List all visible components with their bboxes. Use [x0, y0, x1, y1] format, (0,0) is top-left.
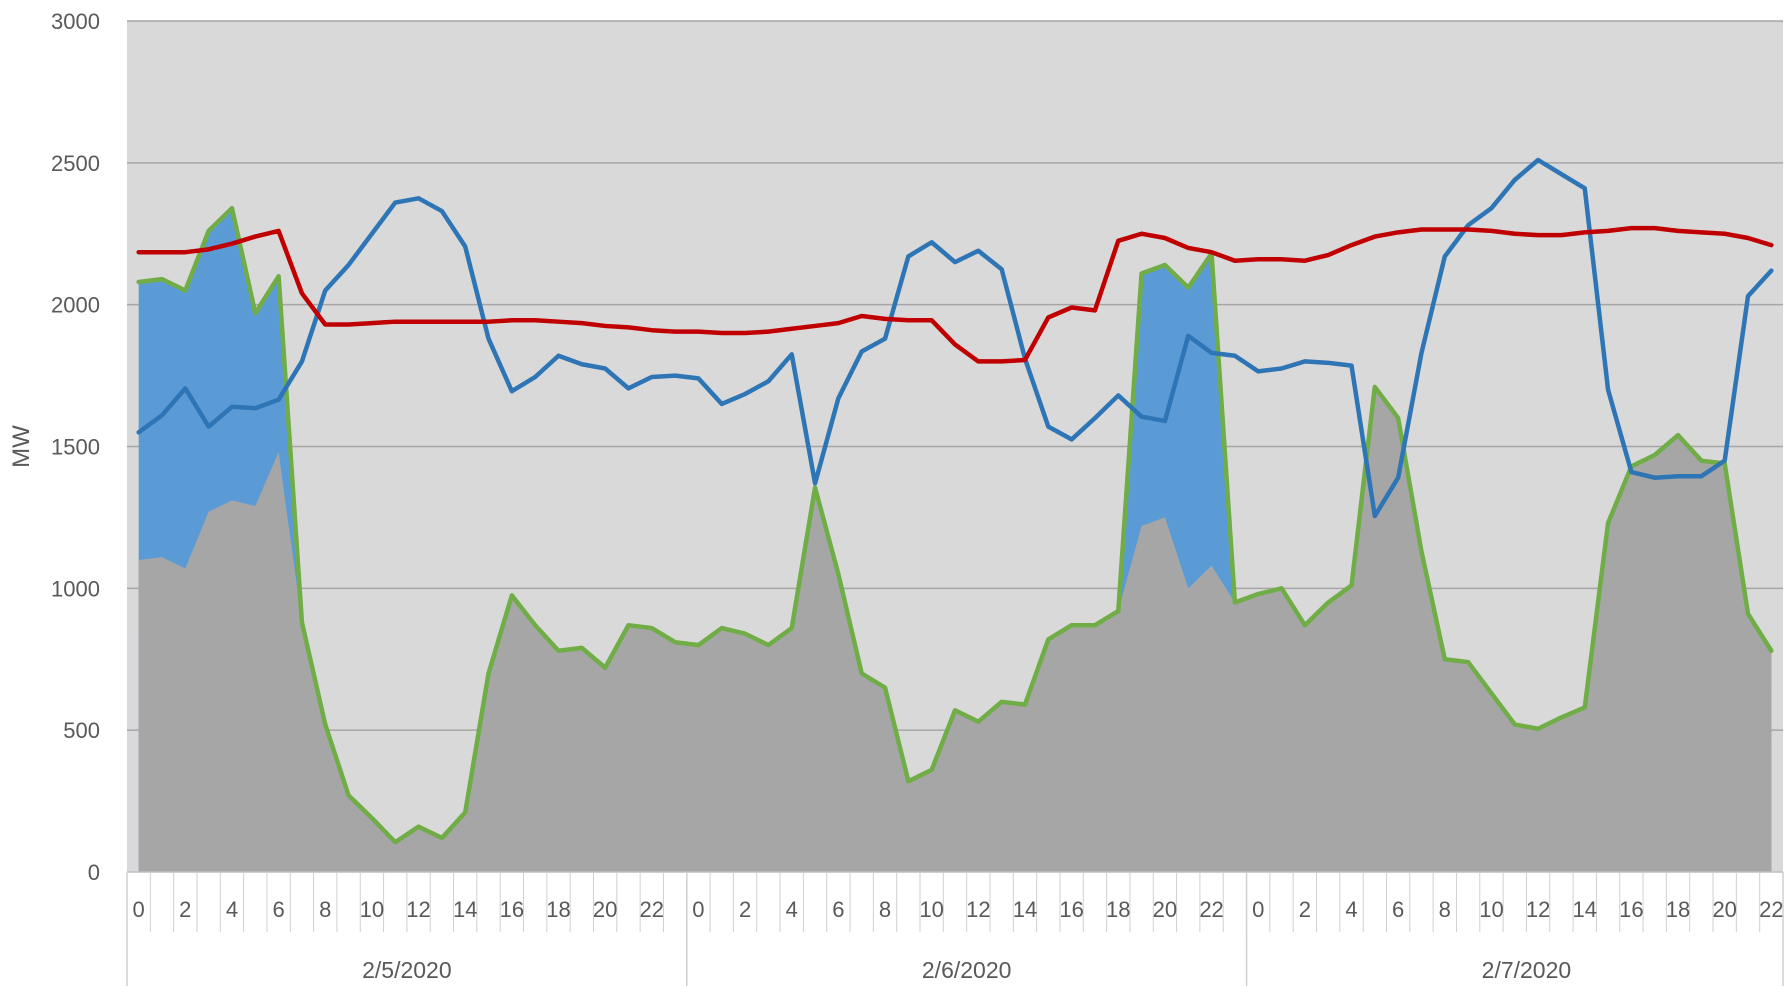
x-hour-label: 14 [453, 897, 477, 922]
line-series-0 [136, 205, 1774, 845]
x-date-label: 2/5/2020 [362, 957, 452, 983]
line-series-1 [136, 157, 1774, 519]
y-tick-label: 1000 [51, 576, 100, 601]
x-hour-label: 4 [1345, 897, 1357, 922]
x-hour-label: 16 [1619, 897, 1643, 922]
x-hour-label: 20 [593, 897, 617, 922]
x-hour-label: 0 [1252, 897, 1264, 922]
x-hour-label: 2 [179, 897, 191, 922]
x-hour-label: 4 [226, 897, 238, 922]
x-hour-label: 2 [1299, 897, 1311, 922]
area-series-1 [138, 386, 1772, 872]
y-tick-label: 500 [63, 718, 100, 743]
x-hour-label: 12 [1526, 897, 1550, 922]
x-hour-label: 18 [1106, 897, 1130, 922]
x-hour-label: 22 [640, 897, 664, 922]
y-tick-label: 0 [88, 860, 100, 885]
x-hour-label: 16 [1059, 897, 1083, 922]
x-hour-label: 20 [1712, 897, 1736, 922]
y-tick-label: 2000 [51, 293, 100, 318]
line-series-layer [136, 157, 1774, 845]
x-hour-label: 22 [1759, 897, 1783, 922]
y-tick-label: 2500 [51, 151, 100, 176]
x-hour-label: 12 [406, 897, 430, 922]
x-hour-label: 10 [919, 897, 943, 922]
x-hour-label: 22 [1199, 897, 1223, 922]
x-hour-label: 0 [133, 897, 145, 922]
x-hour-label: 0 [692, 897, 704, 922]
x-hour-label: 14 [1573, 897, 1597, 922]
line-series-2 [136, 225, 1774, 364]
x-hour-label: 10 [360, 897, 384, 922]
x-hour-label: 14 [1013, 897, 1037, 922]
x-hour-label: 8 [319, 897, 331, 922]
x-hour-label: 4 [786, 897, 798, 922]
x-date-label: 2/7/2020 [1482, 957, 1572, 983]
x-hour-label: 6 [832, 897, 844, 922]
y-tick-label: 3000 [51, 9, 100, 34]
gridlines [127, 20, 1783, 731]
x-hour-label: 8 [879, 897, 891, 922]
x-hour-label: 2 [739, 897, 751, 922]
x-date-label: 2/6/2020 [922, 957, 1012, 983]
x-hour-label: 12 [966, 897, 990, 922]
area-series-layer [138, 208, 1772, 873]
x-hour-label: 18 [1666, 897, 1690, 922]
x-hour-label: 6 [1392, 897, 1404, 922]
y-tick-label: 1500 [51, 435, 100, 460]
x-hour-label: 16 [500, 897, 524, 922]
x-hour-label: 10 [1479, 897, 1503, 922]
y-axis-title: MW [8, 425, 35, 468]
x-hour-label: 18 [546, 897, 570, 922]
x-hour-label: 20 [1153, 897, 1177, 922]
x-hour-label: 8 [1439, 897, 1451, 922]
x-hour-label: 6 [272, 897, 284, 922]
